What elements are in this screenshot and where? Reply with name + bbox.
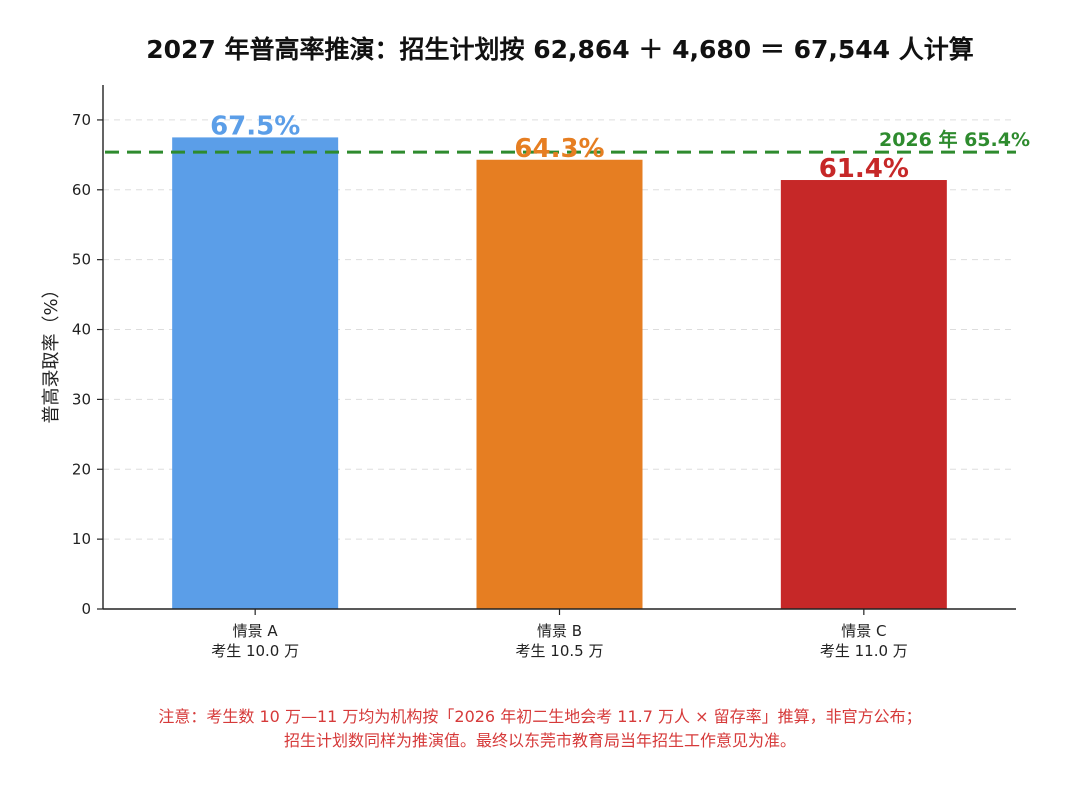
x-tick-sublabel: 考生 10.5 万 [516,642,604,660]
y-tick-label: 30 [72,390,91,408]
x-tick-sublabel: 考生 10.0 万 [211,642,299,660]
bar-chart: 2027 年普高率推演：招生计划按 62,864 ＋ 4,680 ＝ 67,54… [41,35,1030,660]
y-tick-label: 0 [81,600,91,618]
x-tick-label: 情景 B [537,622,582,640]
bar [172,137,339,609]
chart-title: 2027 年普高率推演：招生计划按 62,864 ＋ 4,680 ＝ 67,54… [146,35,974,64]
y-tick-label: 40 [72,321,91,339]
x-tick-label: 情景 A [233,622,279,640]
footnote-line-1: 注意：考生数 10 万—11 万均为机构按「2026 年初二生地会考 11.7 … [158,707,922,726]
y-axis-label: 普高录取率（%） [41,280,62,423]
data-label: 67.5% [210,111,300,141]
y-axis-ticks: 0 10 20 30 40 50 60 70 [72,111,103,618]
bar [476,159,643,610]
x-tick-label: 情景 C [841,622,886,640]
y-tick-label: 60 [72,181,91,199]
data-label: 61.4% [819,154,909,184]
data-label: 64.3% [514,134,604,164]
y-tick-label: 70 [72,111,91,129]
y-tick-label: 50 [72,251,91,269]
y-tick-label: 10 [72,530,91,548]
x-tick-sublabel: 考生 11.0 万 [820,642,908,660]
footnote-line-2: 招生计划数同样为推演值。最终以东莞市教育局当年招生工作意见为准。 [283,731,796,750]
bar [780,180,947,609]
value-labels: 67.5% 64.3% 61.4% [210,111,909,184]
reference-line-group: 2026 年 65.4% [105,128,1030,154]
reference-line-label: 2026 年 65.4% [879,128,1030,151]
axes [102,85,1016,615]
y-tick-label: 20 [72,460,91,478]
bars [172,137,947,610]
x-axis-labels: 情景 A 考生 10.0 万 情景 B 考生 10.5 万 情景 C 考生 11.0 万 [211,622,908,660]
